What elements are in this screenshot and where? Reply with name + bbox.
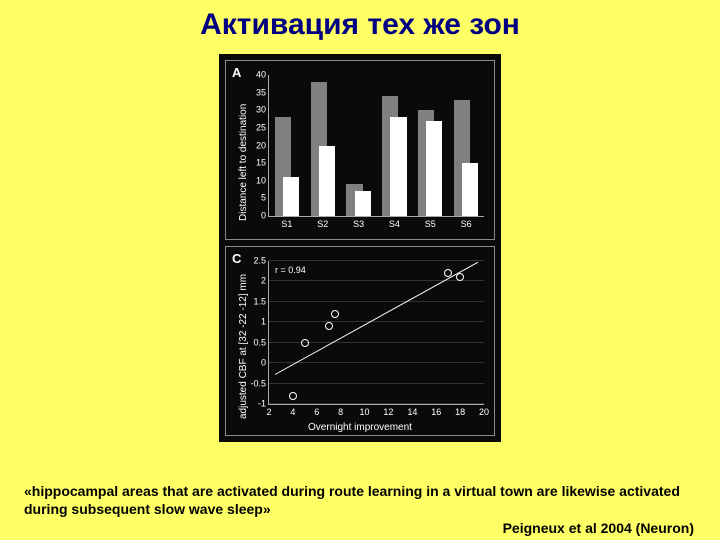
panel-a-ytick: 35 — [256, 88, 266, 97]
panel-a-xlabel: S6 — [461, 219, 472, 229]
scatter-point — [456, 273, 464, 281]
gridline — [269, 362, 484, 363]
panel-a-ytick: 30 — [256, 106, 266, 115]
citation-text: Peigneux et al 2004 (Neuron) — [503, 520, 694, 536]
gridline — [269, 280, 484, 281]
bar-white — [283, 177, 299, 216]
gridline — [269, 403, 484, 404]
panel-c-xtick: 2 — [266, 407, 271, 417]
panel-c-ytick: 2 — [261, 277, 266, 286]
gridline — [269, 383, 484, 384]
panel-c-xtick: 12 — [383, 407, 393, 417]
panel-c-xtick: 16 — [431, 407, 441, 417]
panel-a-ytick: 15 — [256, 159, 266, 168]
bar-white — [319, 146, 335, 217]
gridline — [269, 301, 484, 302]
gridline — [269, 321, 484, 322]
panel-c-label: C — [232, 251, 241, 266]
panel-c-ytick: 1 — [261, 318, 266, 327]
panel-a-xlabel: S1 — [281, 219, 292, 229]
panel-a-ytick: 20 — [256, 141, 266, 150]
panel-c-ytick: 2.5 — [253, 257, 266, 266]
scatter-point — [301, 339, 309, 347]
panel-c-ytick: 0.5 — [253, 338, 266, 347]
panel-c-xtick: 18 — [455, 407, 465, 417]
gridline — [269, 260, 484, 261]
panel-a-xlabel: S5 — [425, 219, 436, 229]
bar-white — [426, 121, 442, 216]
r-value: r = 0.94 — [275, 265, 306, 275]
panel-a-ytick: 5 — [261, 194, 266, 203]
panel-a-chart: 0510152025303540S1S2S3S4S5S6 — [268, 75, 484, 217]
panel-c-xtick: 8 — [338, 407, 343, 417]
panel-a-ylabel: Distance left to destination — [238, 104, 249, 221]
panel-c-ytick: 0 — [261, 359, 266, 368]
panel-c-ytick: 1.5 — [253, 297, 266, 306]
panel-c-xtick: 10 — [360, 407, 370, 417]
panel-a: A Distance left to destination 051015202… — [225, 60, 495, 240]
panel-c-xtick: 4 — [290, 407, 295, 417]
bar-white — [355, 191, 371, 216]
panel-c-xlabel: Overnight improvement — [308, 422, 412, 433]
panel-a-xlabel: S4 — [389, 219, 400, 229]
scatter-point — [325, 322, 333, 330]
panel-c-chart: r = 0.94 -1-0.500.511.522.52468101214161… — [268, 261, 484, 405]
figure-container: A Distance left to destination 051015202… — [219, 54, 501, 442]
scatter-point — [289, 392, 297, 400]
panel-a-ytick: 25 — [256, 123, 266, 132]
panel-c-ytick: -0.5 — [250, 379, 266, 388]
regression-line — [275, 262, 479, 375]
panel-c-xtick: 14 — [407, 407, 417, 417]
panel-c-xtick: 20 — [479, 407, 489, 417]
panel-a-xlabel: S3 — [353, 219, 364, 229]
bar-white — [462, 163, 478, 216]
panel-a-ytick: 40 — [256, 71, 266, 80]
quote-text: «hippocampal areas that are activated du… — [24, 483, 696, 518]
scatter-point — [444, 269, 452, 277]
panel-a-label: A — [232, 65, 241, 80]
bar-white — [390, 117, 406, 216]
scatter-point — [331, 310, 339, 318]
panel-a-ytick: 10 — [256, 176, 266, 185]
page-title: Активация тех же зон — [0, 0, 720, 42]
panel-c-xtick: 6 — [314, 407, 319, 417]
panel-c: C adjusted CBF at [32 -22 -12] mm r = 0.… — [225, 246, 495, 436]
panel-c-ylabel: adjusted CBF at [32 -22 -12] mm — [238, 274, 249, 419]
panel-a-xlabel: S2 — [317, 219, 328, 229]
panel-a-ytick: 0 — [261, 212, 266, 221]
panel-c-ytick: -1 — [258, 400, 266, 409]
